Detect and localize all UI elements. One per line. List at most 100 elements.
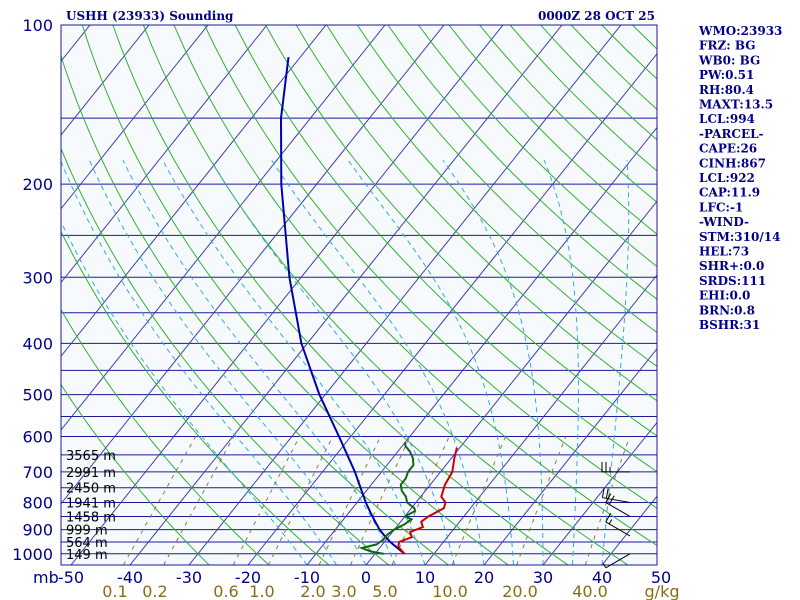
plot-frame — [60, 24, 658, 566]
index-line: STM:310/14 — [699, 230, 780, 244]
wind-barb-staff — [605, 502, 631, 517]
wind-barb-flag — [601, 487, 605, 498]
index-line: PW:0.51 — [699, 68, 754, 82]
trace-layer — [279, 56, 458, 555]
wind-barb-flag — [605, 488, 609, 499]
height-label: 2450 m — [66, 482, 116, 497]
index-line: FRZ: BG — [699, 39, 755, 53]
temperature-tick-label: -10 — [294, 568, 320, 587]
pressure-tick-label: 100 — [22, 16, 53, 35]
station-title: USHH (23933) Sounding — [66, 9, 234, 23]
moist-adiabat-line — [601, 159, 630, 565]
mixing-ratio-label: 10.0 — [432, 582, 468, 600]
wind-barb-staff — [605, 553, 631, 569]
temperature-tick-label: -40 — [117, 568, 143, 587]
moist-adiabat-line — [442, 159, 544, 565]
isotherm-line — [483, 347, 657, 565]
dry-adiabat-line — [265, 25, 657, 437]
height-label: 2991 m — [66, 466, 116, 481]
dry-adiabat-line — [234, 25, 657, 473]
index-line: CINH:867 — [699, 156, 766, 170]
temperature-tick-label: -30 — [176, 568, 202, 587]
mixing-ratio-unit: g/kg — [645, 582, 680, 600]
mixing-ratio-line — [350, 436, 411, 565]
index-line: CAP:11.9 — [699, 186, 760, 200]
mixing-ratio-line — [163, 436, 235, 565]
wind-barb — [601, 461, 630, 473]
temperature-tick-label: 30 — [533, 568, 553, 587]
dry-adiabat-line — [61, 383, 210, 565]
mixing-ratio-label: 0.6 — [213, 582, 238, 600]
dry-adiabat-line — [326, 25, 657, 367]
temperature-tick-label: -50 — [58, 568, 84, 587]
isotherm-line — [365, 200, 657, 565]
temperature-tick-label: 40 — [592, 568, 612, 587]
mixing-ratio-line — [451, 436, 506, 565]
pressure-tick-label: 700 — [22, 463, 53, 482]
mixing-ratio-line — [122, 436, 197, 565]
index-line: LCL:994 — [699, 112, 755, 126]
isotherm-line — [0, 25, 31, 565]
dry-adiabat-line — [61, 147, 389, 565]
moist-adiabat-line — [270, 159, 485, 565]
index-line: CAPE:26 — [699, 142, 757, 156]
isotherm-line — [70, 25, 504, 565]
isotherm-line — [129, 25, 563, 565]
pressure-tick-label: 600 — [22, 427, 53, 446]
wind-barb — [605, 493, 631, 517]
dry-adiabat-line — [61, 54, 449, 565]
wind-barb-staff — [605, 521, 631, 537]
wind-barb-half-flag — [602, 563, 607, 569]
wind-barb-half-flag — [608, 519, 613, 525]
index-line: LCL:922 — [699, 171, 755, 185]
height-label: 3565 m — [66, 449, 116, 464]
index-line: SRDS:111 — [699, 274, 766, 288]
pressure-tick-label: 200 — [22, 175, 53, 194]
wind-barb-staff — [602, 497, 631, 504]
dry-adiabat-line — [418, 25, 657, 268]
isotherm-line — [188, 25, 622, 565]
height-label: 1941 m — [66, 497, 116, 512]
moist-adiabat-line — [347, 159, 514, 565]
moist-adiabat-line — [210, 159, 455, 565]
index-line: BRN:0.8 — [699, 303, 755, 317]
pressure-tick-label: 800 — [22, 494, 53, 513]
isotherm-line — [61, 25, 150, 136]
temperature-tick-label: 10 — [415, 568, 435, 587]
pressure-tick-label: 500 — [22, 386, 53, 405]
index-line: EHI:0.0 — [699, 289, 750, 303]
index-line: BSHR:31 — [699, 318, 760, 332]
isotherm-line — [61, 25, 327, 358]
mixing-ratio-line — [232, 436, 301, 565]
height-label: 999 m — [66, 524, 108, 539]
mixing-ratio-label: 1.0 — [249, 582, 274, 600]
index-line: WB0: BG — [698, 53, 760, 67]
valid-time: 0000Z 28 OCT 25 — [538, 9, 655, 23]
pressure-tick-label: 1000 — [12, 545, 53, 564]
temperature-tick-label: 0 — [361, 568, 371, 587]
dry-adiabat-line — [356, 25, 657, 334]
mixing-ratio-line — [318, 436, 382, 565]
wind-barb-flag — [605, 493, 612, 503]
mixing-ratio-label: 0.2 — [142, 582, 167, 600]
wind-barb — [602, 553, 631, 569]
index-line: WMO:23933 — [698, 24, 782, 38]
dewpoint-trace — [358, 442, 417, 555]
dry-adiabat-line — [61, 230, 330, 565]
dry-adiabat-line — [387, 25, 657, 300]
wind-barb-flag — [608, 495, 615, 505]
pressure-tick-label: 300 — [22, 268, 53, 287]
dry-adiabat-line — [81, 25, 509, 565]
isotherm-line — [61, 25, 445, 505]
temperature-tick-label: 50 — [651, 568, 671, 587]
mixing-ratio-label: 0.1 — [102, 582, 127, 600]
mixing-ratio-label: 20.0 — [502, 582, 538, 600]
index-line: -WIND- — [699, 215, 749, 229]
index-line: LFC:-1 — [699, 200, 743, 214]
mixing-ratio-label: 3.0 — [331, 582, 356, 600]
index-line: HEL:73 — [699, 245, 749, 259]
mixing-ratio-line — [516, 436, 567, 565]
